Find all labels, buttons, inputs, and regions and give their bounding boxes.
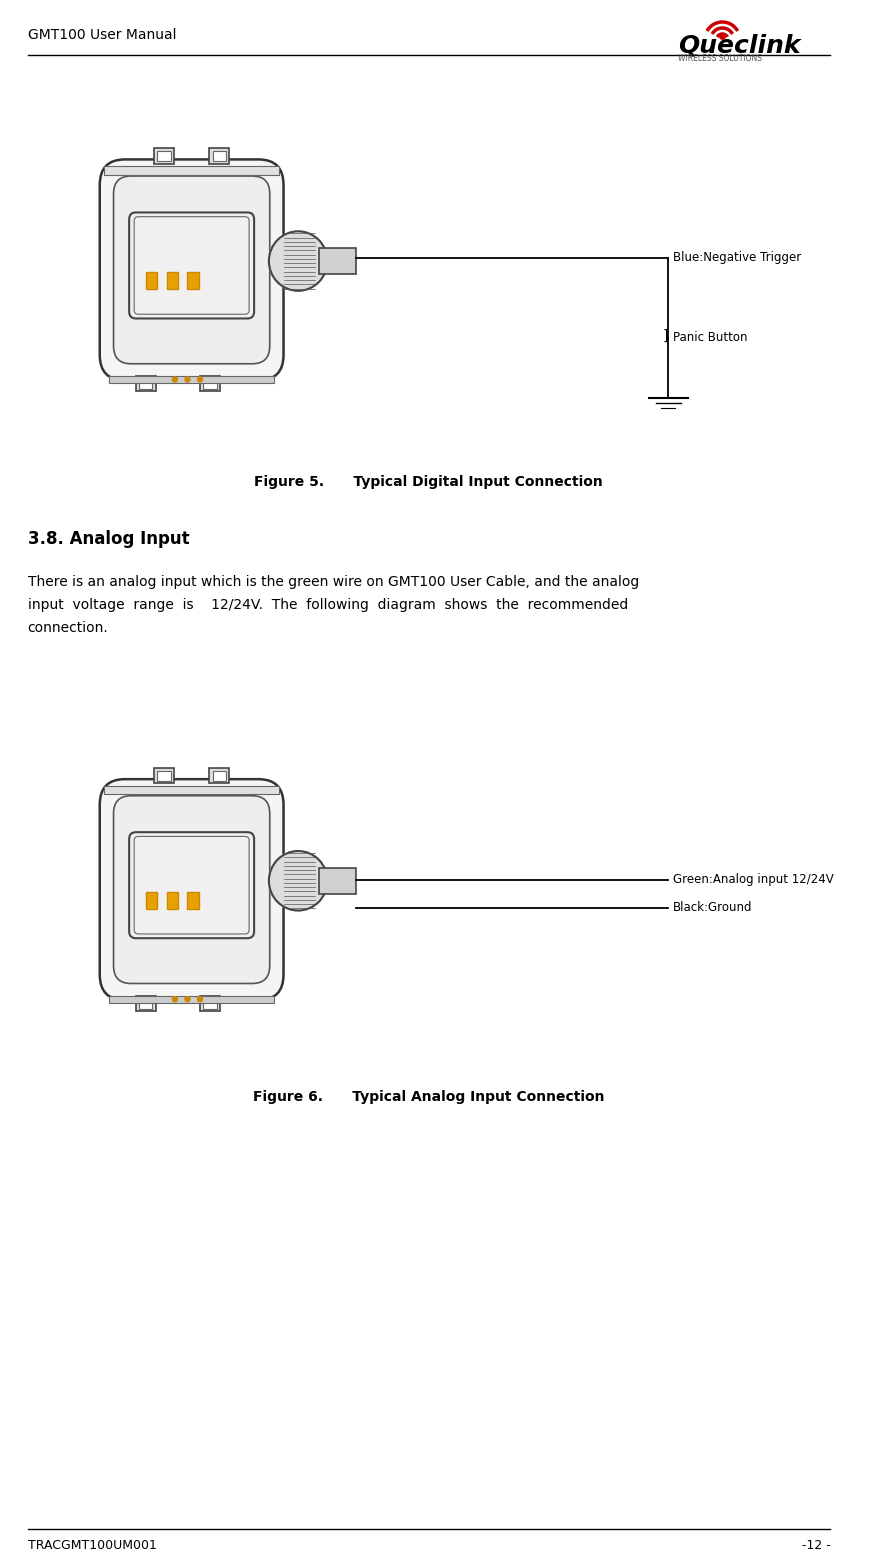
Circle shape <box>185 377 190 383</box>
Text: Panic Button: Panic Button <box>673 331 747 344</box>
Bar <box>146 892 157 909</box>
Text: Blue:Negative Trigger: Blue:Negative Trigger <box>673 252 801 265</box>
Text: input  voltage  range  is    12/24V.  The  following  diagram  shows  the  recom: input voltage range is 12/24V. The follo… <box>28 598 628 612</box>
Bar <box>188 892 199 909</box>
Bar <box>210 148 230 163</box>
Bar <box>157 151 171 162</box>
Text: Green:Analog input 12/24V: Green:Analog input 12/24V <box>673 873 834 885</box>
Text: TRACGMT100UM001: TRACGMT100UM001 <box>28 1539 156 1553</box>
Bar <box>146 272 157 289</box>
FancyBboxPatch shape <box>134 216 249 314</box>
Bar <box>200 377 220 392</box>
Circle shape <box>197 377 203 383</box>
Circle shape <box>269 232 327 291</box>
FancyBboxPatch shape <box>100 780 284 1001</box>
Text: ]: ] <box>663 328 668 342</box>
Text: WIRELESS SOLUTIONS: WIRELESS SOLUTIONS <box>678 54 762 62</box>
FancyBboxPatch shape <box>129 213 254 319</box>
Circle shape <box>173 377 177 383</box>
Bar <box>203 378 217 389</box>
FancyBboxPatch shape <box>129 832 254 938</box>
Bar <box>212 151 226 162</box>
Circle shape <box>185 997 190 1002</box>
Text: Black:Ground: Black:Ground <box>673 901 753 913</box>
Circle shape <box>197 997 203 1002</box>
Bar <box>109 377 274 383</box>
Bar <box>319 249 356 274</box>
Text: There is an analog input which is the green wire on GMT100 User Cable, and the a: There is an analog input which is the gr… <box>28 574 639 588</box>
Text: Figure 5.      Typical Digital Input Connection: Figure 5. Typical Digital Input Connecti… <box>254 475 603 489</box>
Bar <box>154 769 174 783</box>
Bar <box>154 148 174 163</box>
Bar <box>167 892 178 909</box>
Bar <box>200 996 220 1011</box>
Text: Figure 6.      Typical Analog Input Connection: Figure 6. Typical Analog Input Connectio… <box>253 1089 604 1103</box>
Bar <box>210 769 230 783</box>
Bar <box>319 868 356 893</box>
Bar <box>105 166 279 174</box>
FancyBboxPatch shape <box>113 795 270 983</box>
FancyBboxPatch shape <box>100 159 284 380</box>
FancyBboxPatch shape <box>113 176 270 364</box>
Bar <box>139 999 153 1008</box>
Text: -12 -: -12 - <box>801 1539 830 1553</box>
Bar <box>203 999 217 1008</box>
Text: 3.8. Analog Input: 3.8. Analog Input <box>28 529 189 548</box>
Bar <box>105 786 279 795</box>
Bar <box>167 272 178 289</box>
Circle shape <box>173 997 177 1002</box>
Text: connection.: connection. <box>28 621 108 635</box>
FancyBboxPatch shape <box>134 837 249 934</box>
Bar <box>135 377 155 392</box>
Bar <box>212 770 226 781</box>
Text: GMT100 User Manual: GMT100 User Manual <box>28 28 176 42</box>
Bar <box>188 272 199 289</box>
Bar <box>109 996 274 1002</box>
Text: Queclink: Queclink <box>678 34 801 58</box>
Bar <box>135 996 155 1011</box>
Bar <box>157 770 171 781</box>
Circle shape <box>269 851 327 910</box>
Bar <box>139 378 153 389</box>
